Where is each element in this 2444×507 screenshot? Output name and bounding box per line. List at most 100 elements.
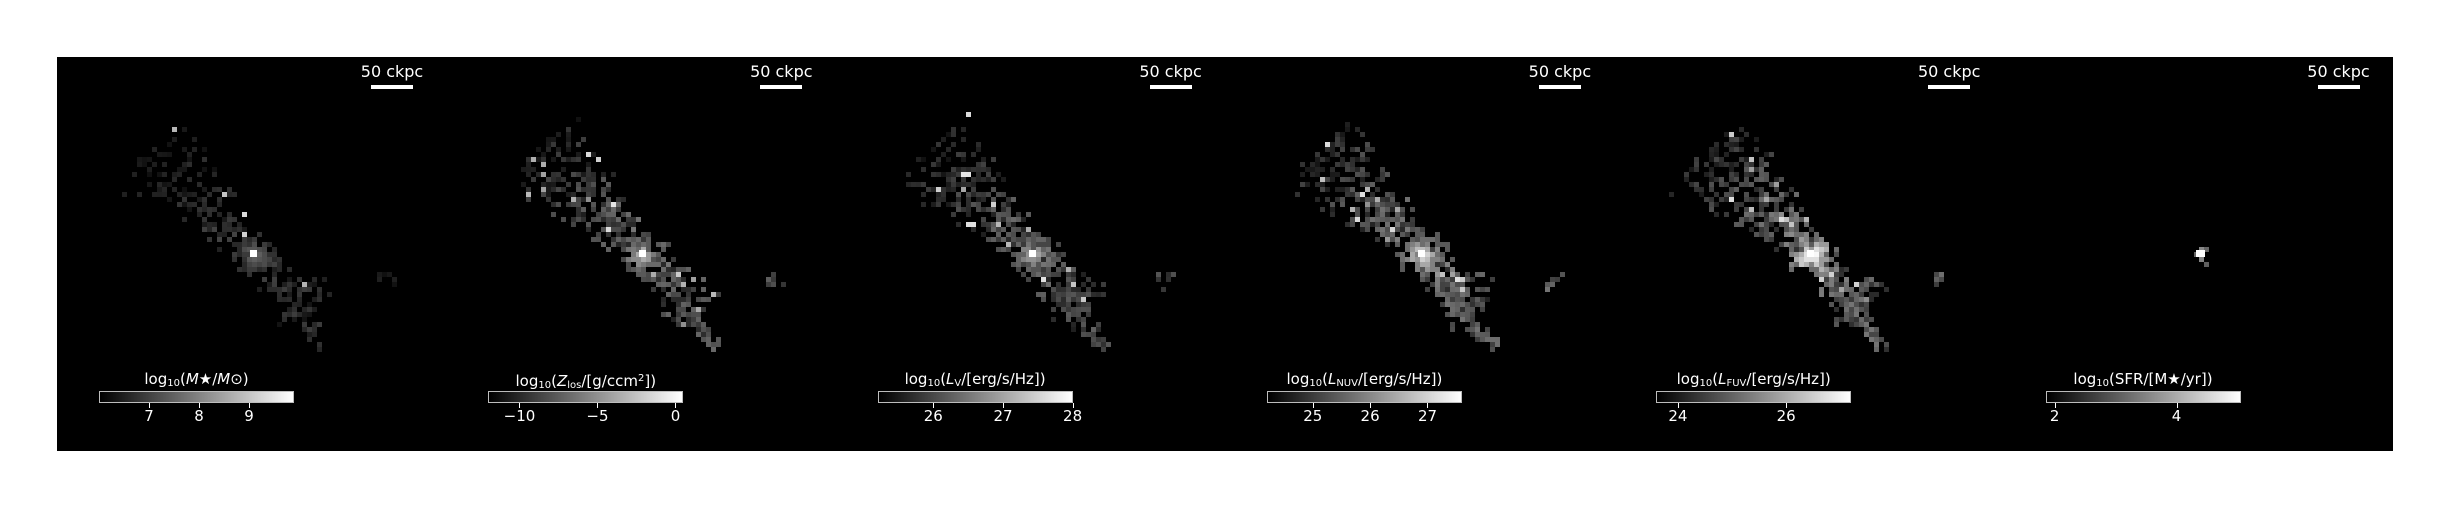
stream-pixel	[706, 297, 712, 302]
core-glow	[247, 242, 252, 247]
stream-pixel	[1010, 227, 1016, 232]
stream-pixel	[596, 212, 602, 217]
stream-pixel	[955, 172, 961, 177]
core-glow	[1035, 257, 1041, 262]
colorbar: log10(M★/M⊙) 7 8 9	[99, 369, 294, 425]
tail-pixel	[696, 317, 702, 322]
stream-pixel	[1304, 182, 1310, 187]
core-glow	[1035, 247, 1041, 252]
stream-pixel	[1874, 292, 1880, 297]
stream-pixel	[626, 237, 632, 242]
core-glow	[1794, 262, 1800, 267]
stream-pixel	[1779, 177, 1785, 182]
stream-pixel	[1474, 297, 1480, 302]
stream-pixel	[1344, 167, 1350, 172]
core-glow	[1404, 257, 1410, 262]
stream-pixel	[960, 167, 966, 172]
stream-pixel	[1359, 192, 1365, 197]
colorbar-title-part: log	[1676, 370, 1700, 388]
stream-pixel	[1010, 232, 1016, 237]
panel-fuv: 50 ckpc log10(LFUV/[erg/s/Hz]) 24 26	[1614, 57, 2004, 451]
colorbar-title-part: log	[515, 372, 539, 390]
stream-pixel	[940, 152, 946, 157]
colorbar-ticks: 24 26	[1656, 403, 1851, 425]
stream-pixel	[167, 197, 172, 202]
core-glow	[1035, 242, 1041, 247]
stream-pixel	[1394, 217, 1400, 222]
stream-pixel	[1724, 192, 1730, 197]
tail-pixel	[701, 327, 707, 332]
stream-pixel	[1329, 142, 1335, 147]
stream-pixel	[1754, 147, 1760, 152]
stream-pixel	[1394, 222, 1400, 227]
core-glow	[661, 242, 667, 247]
stream-pixel	[1409, 237, 1415, 242]
tail-pixel	[1454, 287, 1460, 292]
stream-pixel	[551, 172, 557, 177]
stream-pixel	[157, 192, 162, 197]
stream-pixel	[1419, 267, 1425, 272]
stream-pixel	[1734, 172, 1740, 177]
stream-pixel	[591, 152, 597, 157]
stream-pixel	[272, 282, 277, 287]
colorbar-title-part: 10	[927, 378, 941, 389]
stream-pixel	[1759, 212, 1765, 217]
stream-pixel	[1849, 322, 1855, 327]
stream-pixel	[232, 232, 237, 237]
stream-pixel	[566, 132, 572, 137]
stream-pixel	[1005, 212, 1011, 217]
stream-pixel	[561, 187, 567, 192]
core-glow	[1814, 252, 1820, 257]
stream-pixel	[1040, 257, 1046, 262]
stream-pixel	[661, 262, 667, 267]
stream-pixel	[1709, 187, 1715, 192]
stream-pixel	[1479, 297, 1485, 302]
stream-pixel	[671, 277, 677, 282]
stream-pixel	[546, 177, 552, 182]
stream-pixel	[1454, 307, 1460, 312]
core-glow	[262, 262, 267, 267]
stream-pixel	[172, 177, 177, 182]
stream-pixel	[1759, 202, 1765, 207]
tail-pixel	[1849, 297, 1855, 302]
stream-pixel	[985, 167, 991, 172]
stream-pixel	[1734, 207, 1740, 212]
stream-pixel	[1759, 232, 1765, 237]
core-glow	[636, 257, 642, 262]
satellite-pixel	[1554, 277, 1560, 282]
stream-pixel	[1759, 207, 1765, 212]
stream-pixel	[1050, 307, 1056, 312]
stream-pixel	[152, 162, 157, 167]
stream-pixel	[556, 152, 562, 157]
stream-pixel	[596, 217, 602, 222]
stream-pixel	[207, 222, 212, 227]
core-glow	[631, 267, 637, 272]
stream-pixel	[656, 277, 662, 282]
stream-pixel	[930, 162, 936, 167]
core-glow	[1015, 252, 1021, 257]
scale-bar-line	[2317, 85, 2360, 89]
stream-pixel	[990, 222, 996, 227]
stream-pixel	[1080, 272, 1086, 277]
stream-pixel	[317, 292, 322, 297]
tail-pixel	[706, 342, 712, 347]
stream-pixel	[277, 262, 282, 267]
stream-pixel	[930, 202, 936, 207]
stream-pixel	[940, 187, 946, 192]
stream-pixel	[1694, 162, 1700, 167]
stream-pixel	[1464, 272, 1470, 277]
core-glow	[1819, 247, 1825, 252]
colorbar-tick-label: −10	[503, 407, 536, 425]
stream-pixel	[302, 317, 307, 322]
stream-pixel	[1359, 222, 1365, 227]
stream-pixel	[945, 132, 951, 137]
stream-pixel	[1025, 232, 1031, 237]
stream-pixel	[1749, 157, 1755, 162]
core-glow	[641, 247, 647, 252]
core-glow	[641, 257, 647, 262]
core-glow	[272, 257, 277, 262]
stream-pixel	[192, 192, 197, 197]
stream-pixel	[556, 132, 562, 137]
stream-pixel	[1354, 127, 1360, 132]
core-glow	[636, 267, 642, 272]
